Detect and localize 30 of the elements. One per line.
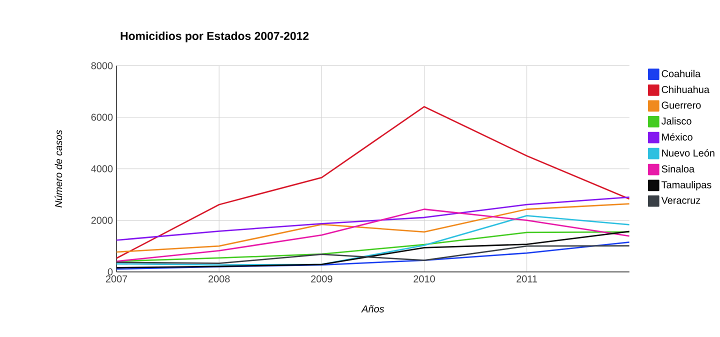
legend-label: Nuevo León [662,149,714,157]
y-tick-label: 2000 [91,217,113,224]
legend-label: Coahuila [662,70,701,78]
y-axis-title: Número de casos [54,130,62,208]
y-tick-label: 6000 [91,114,113,121]
line-series [116,245,630,264]
legend-label: Jalisco [661,117,692,125]
line-series [116,242,630,270]
line-series [116,203,630,253]
x-tick-label: 2008 [208,276,230,283]
y-tick-label: 8000 [91,62,113,70]
legend-label: Sinaloa [662,165,695,173]
x-tick-label: 2007 [106,276,128,283]
line-series [116,208,630,262]
x-tick-label: 2011 [516,276,538,283]
x-tick-label: 2009 [311,276,332,283]
y-tick-label: 0 [108,268,113,276]
y-tick-label: 4000 [91,165,113,173]
legend-label: Guerrero [662,102,701,109]
x-tick-label: 2010 [414,276,435,283]
legend-label: Chihuahua [662,86,710,94]
legend-label: México [662,133,692,141]
x-axis-title: Años [361,305,384,313]
line-series [116,230,630,269]
chart-title: Homicidios por Estados 2007-2012 [120,32,309,42]
legend-label: Tamaulipas [662,181,712,191]
legend-label: Veracruz [661,197,700,204]
line-series [116,106,630,260]
line-series [116,196,630,242]
line-series [116,215,630,266]
